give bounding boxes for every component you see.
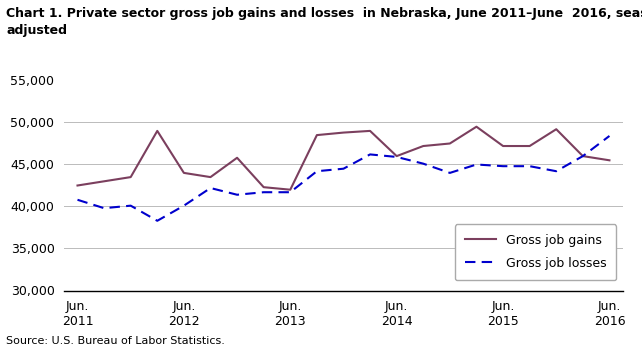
Gross job losses	[605, 134, 613, 138]
Gross job losses	[419, 162, 427, 166]
Gross job losses	[340, 167, 347, 171]
Gross job gains	[286, 188, 294, 192]
Gross job losses	[260, 190, 268, 194]
Gross job gains	[233, 156, 241, 160]
Gross job gains	[419, 144, 427, 148]
Gross job losses	[526, 164, 534, 168]
Gross job gains	[393, 154, 401, 158]
Gross job gains	[100, 179, 108, 183]
Gross job losses	[286, 190, 294, 194]
Gross job gains	[207, 175, 214, 179]
Gross job losses	[233, 193, 241, 197]
Gross job gains	[526, 144, 534, 148]
Gross job losses	[579, 154, 587, 158]
Gross job losses	[127, 204, 135, 208]
Line: Gross job gains: Gross job gains	[78, 127, 609, 190]
Gross job losses	[366, 152, 374, 156]
Gross job gains	[499, 144, 507, 148]
Text: Chart 1. Private sector gross job gains and losses  in Nebraska, June 2011–June : Chart 1. Private sector gross job gains …	[6, 7, 642, 37]
Gross job gains	[180, 171, 187, 175]
Gross job gains	[74, 183, 82, 188]
Gross job gains	[366, 129, 374, 133]
Gross job losses	[393, 155, 401, 159]
Gross job losses	[180, 204, 187, 208]
Gross job losses	[74, 198, 82, 202]
Gross job gains	[340, 131, 347, 135]
Gross job gains	[605, 158, 613, 162]
Gross job gains	[446, 141, 454, 146]
Gross job losses	[153, 219, 161, 223]
Gross job gains	[552, 127, 560, 131]
Gross job gains	[260, 185, 268, 189]
Gross job gains	[473, 125, 480, 129]
Gross job losses	[207, 186, 214, 190]
Text: Source: U.S. Bureau of Labor Statistics.: Source: U.S. Bureau of Labor Statistics.	[6, 336, 225, 346]
Gross job losses	[552, 169, 560, 173]
Gross job losses	[499, 164, 507, 168]
Gross job losses	[313, 169, 321, 173]
Gross job losses	[446, 171, 454, 175]
Gross job gains	[313, 133, 321, 137]
Gross job gains	[153, 129, 161, 133]
Gross job losses	[100, 206, 108, 210]
Legend: Gross job gains, Gross job losses: Gross job gains, Gross job losses	[455, 224, 616, 280]
Gross job gains	[127, 175, 135, 179]
Gross job gains	[579, 154, 587, 158]
Line: Gross job losses: Gross job losses	[78, 136, 609, 221]
Gross job losses	[473, 162, 480, 167]
